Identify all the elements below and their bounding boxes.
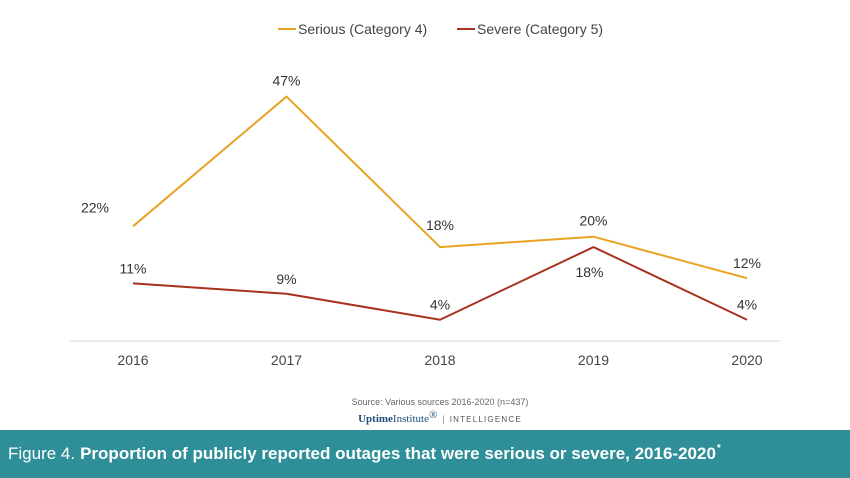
data-label-serious-2017: 47% bbox=[272, 73, 300, 89]
figure-number: Figure 4. bbox=[8, 444, 76, 463]
figure-title: Proportion of publicly reported outages … bbox=[80, 444, 716, 463]
legend: Serious (Category 4) Severe (Category 5) bbox=[278, 21, 603, 37]
figure-footnote-mark: * bbox=[716, 442, 721, 454]
x-tick-2016: 2016 bbox=[117, 352, 148, 368]
source-note: Source: Various sources 2016-2020 (n=437… bbox=[352, 397, 529, 407]
data-label-severe-2016: 11% bbox=[120, 260, 147, 276]
data-labels: 22% 47% 18% 20% 12% 11% 9% 4% 18% 4% bbox=[81, 73, 761, 313]
series-layer bbox=[132, 95, 748, 321]
data-label-serious-2020: 12% bbox=[733, 255, 761, 271]
logo-registered-mark: ® bbox=[429, 409, 437, 421]
data-label-severe-2017: 9% bbox=[276, 271, 296, 287]
series-line-serious bbox=[132, 95, 748, 280]
data-label-serious-2018: 18% bbox=[426, 217, 454, 233]
series-line-severe bbox=[132, 246, 748, 321]
x-tick-2019: 2019 bbox=[578, 352, 609, 368]
data-label-severe-2019: 18% bbox=[575, 264, 603, 280]
data-label-serious-2019: 20% bbox=[579, 213, 607, 229]
x-tick-2020: 2020 bbox=[731, 352, 762, 368]
logo-separator: | bbox=[442, 414, 444, 424]
legend-label-serious: Serious (Category 4) bbox=[298, 21, 427, 37]
logo-text: UptimeInstitute® | INTELLIGENCE bbox=[358, 409, 522, 425]
legend-label-severe: Severe (Category 5) bbox=[477, 21, 603, 37]
logo-uptime: Uptime bbox=[358, 413, 393, 425]
line-chart: Serious (Category 4) Severe (Category 5)… bbox=[70, 21, 780, 425]
data-label-severe-2018: 4% bbox=[430, 297, 450, 313]
x-axis-ticks: 2016 2017 2018 2019 2020 bbox=[117, 352, 762, 368]
figure-caption: Figure 4. Proportion of publicly reporte… bbox=[0, 430, 850, 478]
x-tick-2018: 2018 bbox=[424, 352, 455, 368]
x-tick-2017: 2017 bbox=[271, 352, 302, 368]
logo-division: INTELLIGENCE bbox=[450, 415, 522, 424]
uptime-institute-logo: UptimeInstitute® | INTELLIGENCE bbox=[358, 409, 522, 425]
data-label-serious-2016: 22% bbox=[81, 199, 109, 215]
logo-institute: Institute bbox=[393, 413, 429, 425]
data-label-severe-2020: 4% bbox=[737, 297, 757, 313]
